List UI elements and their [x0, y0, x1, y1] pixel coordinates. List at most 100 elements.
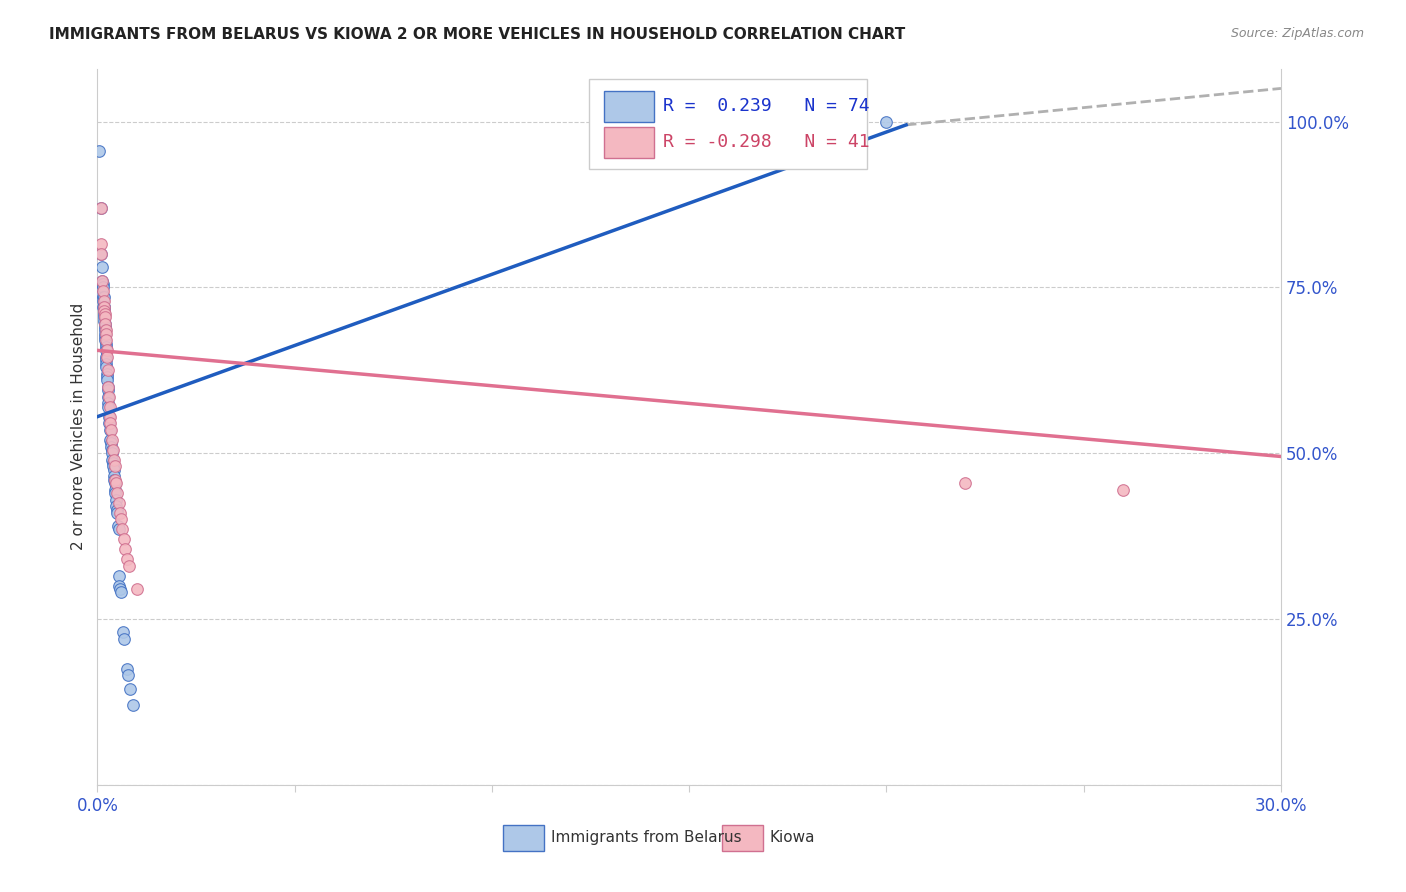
Point: [96, 350, 118, 364]
Point: [97, 396, 120, 410]
Point: [94, 330, 117, 344]
Point: [97, 380, 120, 394]
Point: [91, 277, 114, 291]
Point: [104, 473, 127, 487]
Point: [97, 400, 120, 414]
Point: [107, 569, 129, 583]
Point: [93, 300, 115, 314]
Point: [98, 409, 121, 424]
FancyBboxPatch shape: [605, 127, 654, 158]
Point: [125, 582, 148, 596]
Point: [91, 260, 114, 275]
Point: [98, 433, 121, 447]
Point: [115, 662, 138, 676]
Point: [111, 523, 134, 537]
Point: [94, 323, 117, 337]
Point: [112, 632, 135, 646]
Point: [105, 506, 128, 520]
Point: [110, 585, 132, 599]
Y-axis label: 2 or more Vehicles in Household: 2 or more Vehicles in Household: [72, 303, 86, 550]
FancyBboxPatch shape: [723, 825, 762, 851]
Point: [93, 290, 115, 304]
Point: [93, 300, 115, 314]
Point: [121, 698, 143, 713]
Point: [100, 423, 122, 437]
Point: [111, 625, 134, 640]
Point: [94, 334, 117, 348]
Point: [91, 290, 114, 304]
Point: [100, 442, 122, 457]
Point: [96, 373, 118, 387]
Point: [1112, 483, 1135, 497]
Text: Source: ZipAtlas.com: Source: ZipAtlas.com: [1230, 27, 1364, 40]
Point: [93, 307, 115, 321]
Point: [98, 409, 121, 424]
Point: [101, 456, 124, 470]
Point: [98, 390, 121, 404]
Point: [105, 500, 128, 514]
Point: [90, 247, 112, 261]
Point: [94, 350, 117, 364]
Point: [105, 502, 128, 516]
Point: [94, 307, 117, 321]
Point: [94, 326, 117, 341]
Point: [105, 486, 128, 500]
FancyBboxPatch shape: [605, 91, 654, 122]
Point: [91, 277, 114, 291]
Point: [93, 313, 115, 327]
Point: [94, 340, 117, 354]
Point: [105, 475, 128, 490]
Point: [91, 274, 114, 288]
Point: [101, 446, 124, 460]
Point: [93, 293, 115, 308]
Point: [875, 114, 897, 128]
FancyBboxPatch shape: [503, 825, 544, 851]
Point: [90, 237, 112, 252]
Point: [90, 247, 112, 261]
Text: Kiowa: Kiowa: [769, 830, 815, 846]
FancyBboxPatch shape: [589, 79, 866, 169]
Point: [96, 357, 118, 371]
Point: [103, 473, 125, 487]
Point: [104, 483, 127, 497]
Point: [94, 317, 117, 331]
Text: Immigrants from Belarus: Immigrants from Belarus: [551, 830, 741, 846]
Point: [112, 533, 135, 547]
Point: [90, 201, 112, 215]
Point: [110, 512, 132, 526]
Point: [117, 668, 139, 682]
Point: [91, 300, 114, 314]
Point: [91, 284, 114, 298]
Point: [94, 336, 117, 351]
Point: [94, 323, 117, 337]
Point: [118, 558, 141, 573]
Point: [104, 475, 127, 490]
Point: [94, 343, 117, 358]
Point: [104, 459, 127, 474]
Point: [103, 452, 125, 467]
Point: [89, 201, 111, 215]
Point: [91, 293, 114, 308]
Point: [97, 380, 120, 394]
Point: [108, 506, 131, 520]
Point: [98, 417, 121, 431]
Point: [98, 400, 121, 414]
Point: [96, 359, 118, 374]
Point: [110, 582, 132, 596]
Point: [91, 274, 114, 288]
Text: R =  0.239   N = 74: R = 0.239 N = 74: [664, 97, 870, 115]
Text: R = -0.298   N = 41: R = -0.298 N = 41: [664, 133, 870, 152]
Point: [93, 303, 115, 318]
Point: [98, 423, 121, 437]
Point: [94, 317, 117, 331]
Point: [104, 486, 127, 500]
Point: [93, 310, 115, 325]
Point: [96, 370, 118, 384]
Point: [97, 383, 120, 397]
Point: [96, 367, 118, 381]
Point: [955, 475, 977, 490]
Point: [100, 440, 122, 454]
Point: [91, 287, 114, 301]
Point: [94, 320, 117, 334]
Point: [108, 579, 131, 593]
